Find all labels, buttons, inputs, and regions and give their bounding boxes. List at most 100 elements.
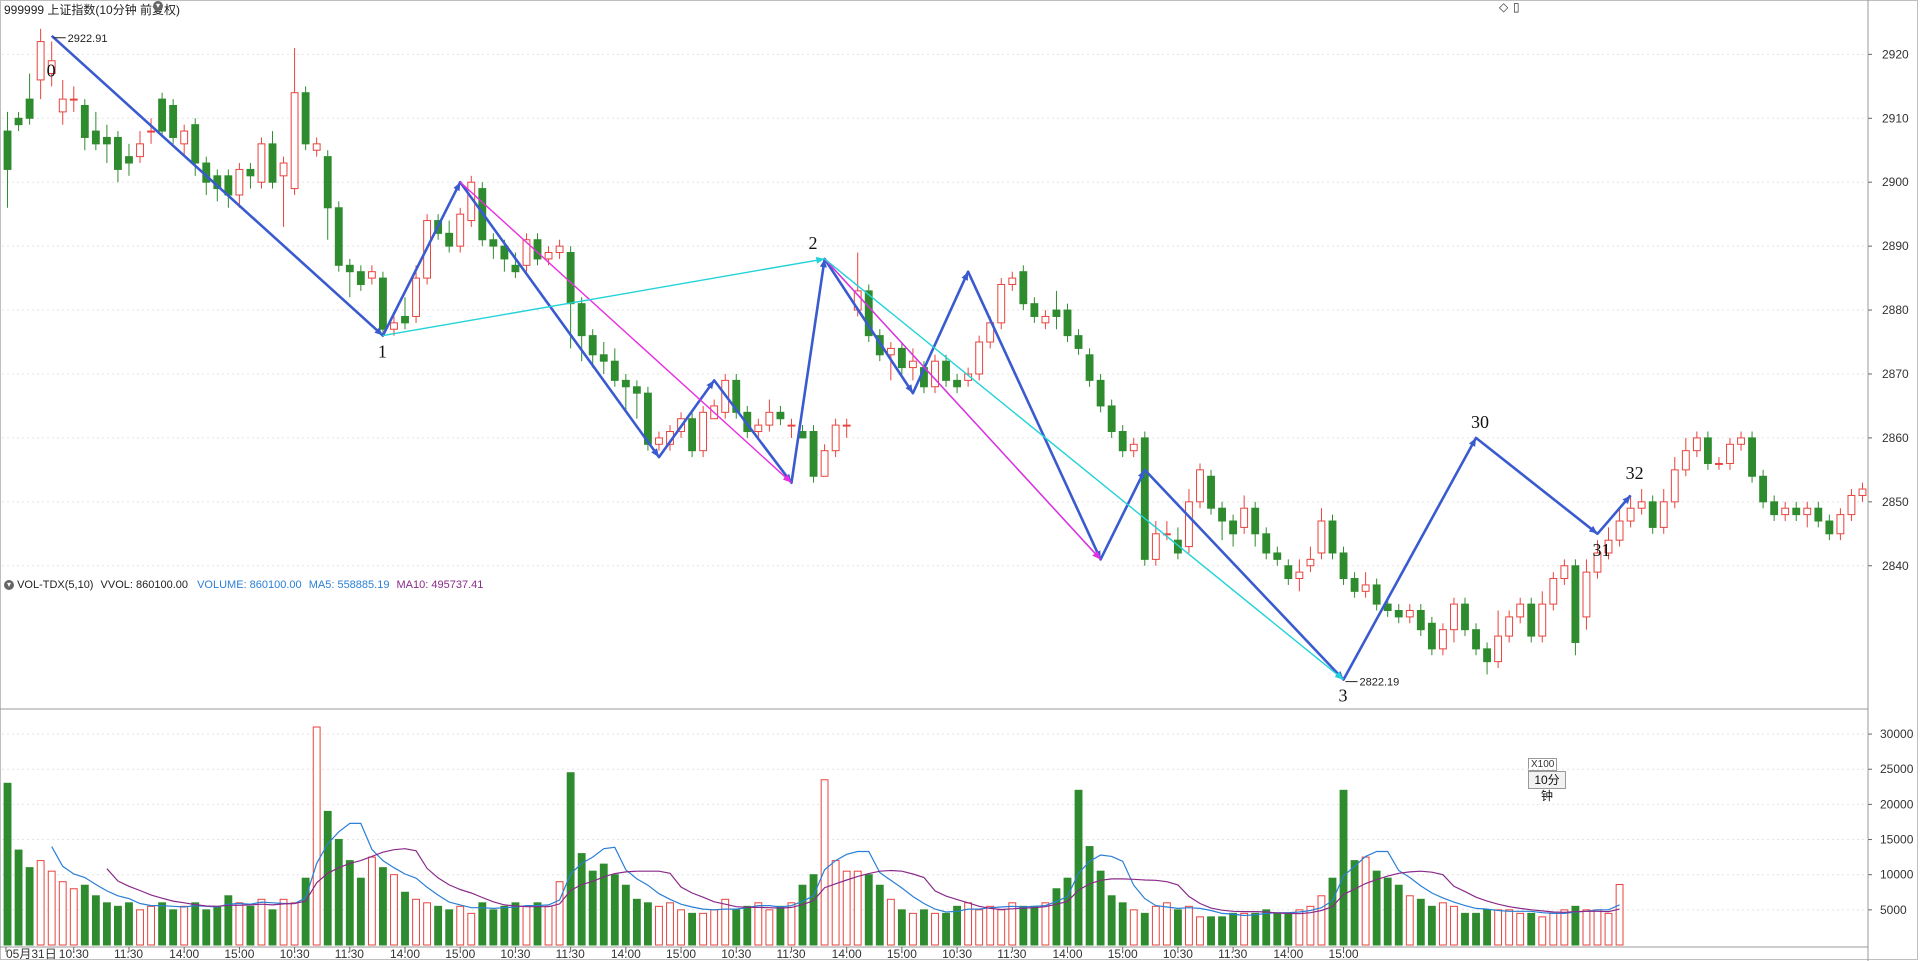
volume-bar	[1118, 902, 1127, 946]
volume-value: VOLUME: 860100.00	[197, 579, 302, 591]
candle-body	[1803, 507, 1812, 516]
candle-body	[91, 130, 100, 145]
wave-line-blue	[1144, 469, 1345, 681]
price-tick-label: 2860	[1882, 431, 1909, 445]
candle-body	[1372, 584, 1381, 605]
candle-body	[1527, 603, 1536, 637]
volume-bar	[1328, 877, 1337, 946]
time-tick-label: 11:30	[776, 947, 805, 961]
volume-bar	[80, 884, 89, 946]
candle-body	[1792, 507, 1801, 516]
volume-tick-label: 10000	[1880, 868, 1914, 882]
candle-body	[1427, 622, 1436, 650]
volume-bar	[1372, 870, 1381, 946]
volume-bar	[809, 874, 818, 946]
candle-body	[102, 136, 111, 145]
candle-body	[489, 239, 498, 247]
volume-bar	[831, 860, 840, 946]
ma10-line	[106, 848, 1620, 915]
time-tick-label: 14:00	[390, 947, 420, 961]
volume-bar	[942, 912, 950, 946]
volume-bar	[754, 902, 763, 946]
volume-bar	[1571, 905, 1580, 946]
time-tick-label: 10:30	[500, 947, 530, 961]
candle-body	[1019, 271, 1028, 305]
candle-body	[25, 98, 34, 119]
candle-body	[1273, 552, 1282, 560]
candle-body	[908, 360, 917, 369]
volume-bar	[533, 902, 542, 946]
volume-bar	[1196, 916, 1204, 946]
time-tick-label: 10:30	[942, 947, 972, 961]
volume-bar	[842, 870, 851, 946]
volume-bar	[577, 853, 586, 946]
volume-bar	[290, 902, 299, 946]
title-dropdown-icon[interactable]: ▾	[153, 1, 163, 11]
volume-bar	[1030, 905, 1039, 946]
volume-bar	[677, 909, 685, 946]
candle-body	[345, 264, 354, 273]
volume-bar	[1251, 912, 1260, 946]
volume-bar	[1019, 905, 1028, 946]
candle-body	[1185, 501, 1193, 548]
candle-body	[257, 143, 266, 183]
candle-body	[765, 411, 774, 426]
candle-body	[566, 252, 575, 305]
volume-bar	[279, 898, 288, 946]
volume-bar	[3, 782, 12, 946]
time-tick-label: 15:00	[1329, 947, 1359, 961]
candle-body	[290, 92, 299, 190]
candle-body	[390, 322, 398, 330]
candle-body	[3, 130, 12, 170]
candle-body	[1405, 610, 1414, 618]
candle-body	[235, 168, 244, 196]
price-annotation: 2822.19	[1360, 677, 1400, 689]
wave-arrowhead	[961, 271, 969, 281]
volume-bar	[1438, 902, 1447, 946]
volume-bar	[1405, 895, 1414, 946]
candle-body	[1107, 405, 1116, 433]
wave-line-magenta	[459, 181, 792, 484]
volume-tick-label: 15000	[1880, 833, 1914, 847]
volume-bar	[787, 902, 796, 946]
candle-body	[47, 60, 56, 75]
draw-tool-icon[interactable]: ◇	[1499, 0, 1509, 14]
candle-body	[1726, 443, 1734, 464]
candle-body	[1703, 437, 1712, 464]
candle-body	[522, 239, 531, 266]
candle-body	[1516, 603, 1525, 618]
volume-bar	[1461, 912, 1469, 946]
volume-bar	[1074, 789, 1083, 946]
volume-bar	[765, 909, 774, 946]
volume-bar	[14, 849, 23, 946]
candle-body	[809, 431, 818, 477]
volume-bar	[401, 891, 409, 946]
candle-body	[864, 290, 873, 337]
period-button[interactable]: 10分钟	[1528, 771, 1566, 803]
volume-bar	[544, 905, 553, 946]
candle-body	[688, 418, 697, 452]
candle-body	[544, 252, 553, 260]
volume-bar	[1416, 898, 1425, 946]
volume-bar	[345, 860, 354, 946]
volume-unit-label: X100	[1528, 758, 1558, 771]
candle-body	[1648, 501, 1657, 528]
volume-bar	[897, 909, 906, 946]
candle-body	[147, 130, 155, 133]
candle-body	[1317, 520, 1326, 554]
candle-body	[1825, 520, 1834, 535]
candle-body	[1350, 578, 1359, 592]
panel-toggle-icon[interactable]: ▯	[1513, 0, 1520, 14]
volume-bar	[58, 881, 67, 946]
volume-bar	[721, 898, 730, 946]
volume-dropdown-icon[interactable]: ▾	[4, 580, 14, 591]
volume-bar	[588, 870, 597, 946]
candle-body	[80, 104, 89, 138]
candle-body	[1715, 462, 1723, 465]
candle-body	[1626, 507, 1635, 522]
volume-bar	[500, 905, 509, 946]
candle-body	[456, 213, 465, 247]
time-tick-label: 10:30	[1163, 947, 1193, 961]
time-tick-label: 15:00	[1108, 947, 1138, 961]
